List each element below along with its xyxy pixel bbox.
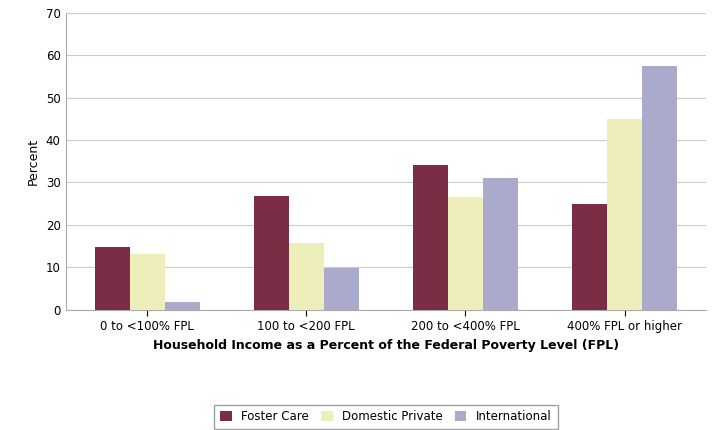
Bar — [254, 196, 289, 310]
Y-axis label: Percent: Percent — [27, 138, 40, 185]
Bar — [130, 255, 165, 310]
Bar — [413, 165, 448, 310]
Bar — [324, 267, 359, 310]
X-axis label: Household Income as a Percent of the Federal Poverty Level (FPL): Household Income as a Percent of the Fed… — [153, 338, 619, 352]
Bar — [95, 247, 130, 310]
Bar — [165, 302, 199, 310]
Bar — [572, 204, 607, 310]
Bar — [289, 243, 324, 310]
Bar — [607, 119, 642, 310]
Bar — [448, 197, 483, 310]
Legend: Foster Care, Domestic Private, International: Foster Care, Domestic Private, Internati… — [214, 405, 558, 429]
Bar — [642, 66, 677, 310]
Bar — [483, 178, 518, 310]
